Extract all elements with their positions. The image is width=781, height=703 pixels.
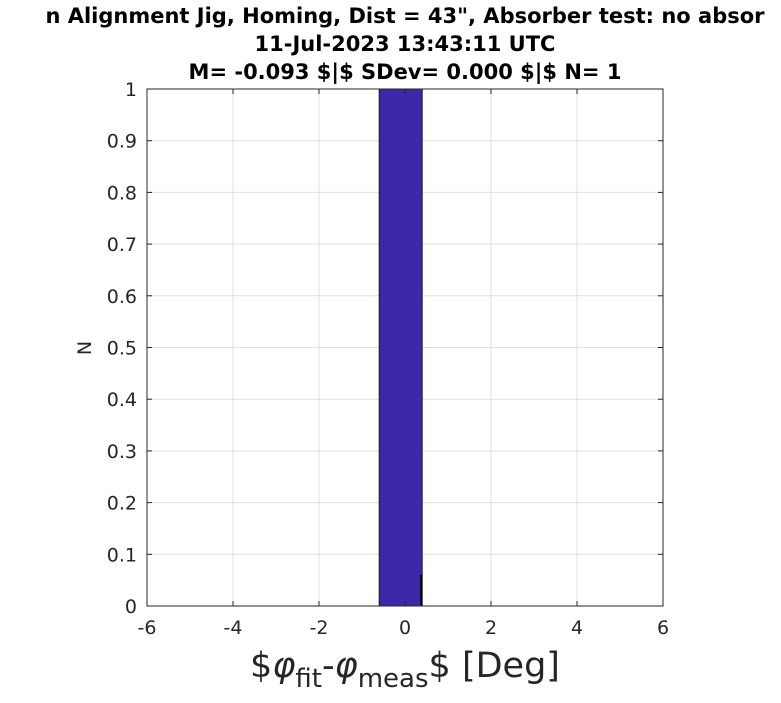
y-axis-label: N xyxy=(74,341,96,355)
x-tick-label: 6 xyxy=(657,617,669,639)
y-tick-label: 0.3 xyxy=(107,441,137,463)
y-tick-label: 0.6 xyxy=(107,286,137,308)
y-tick-label: 0.7 xyxy=(107,234,137,256)
histogram-bar xyxy=(378,88,423,607)
y-tick-label: 0.4 xyxy=(107,389,137,411)
x-tick-label: -4 xyxy=(224,617,243,639)
y-axis-ticks: 0 0.1 0.2 0.3 0.4 0.5 0.6 0.7 0.8 0.9 1 xyxy=(107,79,663,618)
chart-title-line-1: n Alignment Jig, Homing, Dist = 43", Abs… xyxy=(45,4,765,28)
y-tick-label: 1 xyxy=(125,79,137,101)
y-tick-label: 0.2 xyxy=(107,493,137,515)
x-tick-label: -6 xyxy=(138,617,157,639)
x-axis-ticks: -6 -4 -2 0 2 4 6 xyxy=(138,89,669,639)
y-tick-label: 0.1 xyxy=(107,544,137,566)
x-tick-label: 2 xyxy=(485,617,497,639)
y-tick-label: 0.5 xyxy=(107,338,137,360)
x-tick-label: 0 xyxy=(399,617,411,639)
x-tick-label: 4 xyxy=(571,617,583,639)
x-tick-label: -2 xyxy=(310,617,329,639)
x-axis-label: $φfit-φmeas$ [Deg] xyxy=(250,646,560,694)
y-tick-label: 0.9 xyxy=(107,131,137,153)
y-tick-label: 0.8 xyxy=(107,182,137,204)
chart-title-line-3: M= -0.093 $|$ SDev= 0.000 $|$ N= 1 xyxy=(188,60,622,84)
histogram-bars xyxy=(378,88,423,607)
y-tick-label: 0 xyxy=(125,596,137,618)
chart-title-line-2: 11-Jul-2023 13:43:11 UTC xyxy=(254,32,556,56)
